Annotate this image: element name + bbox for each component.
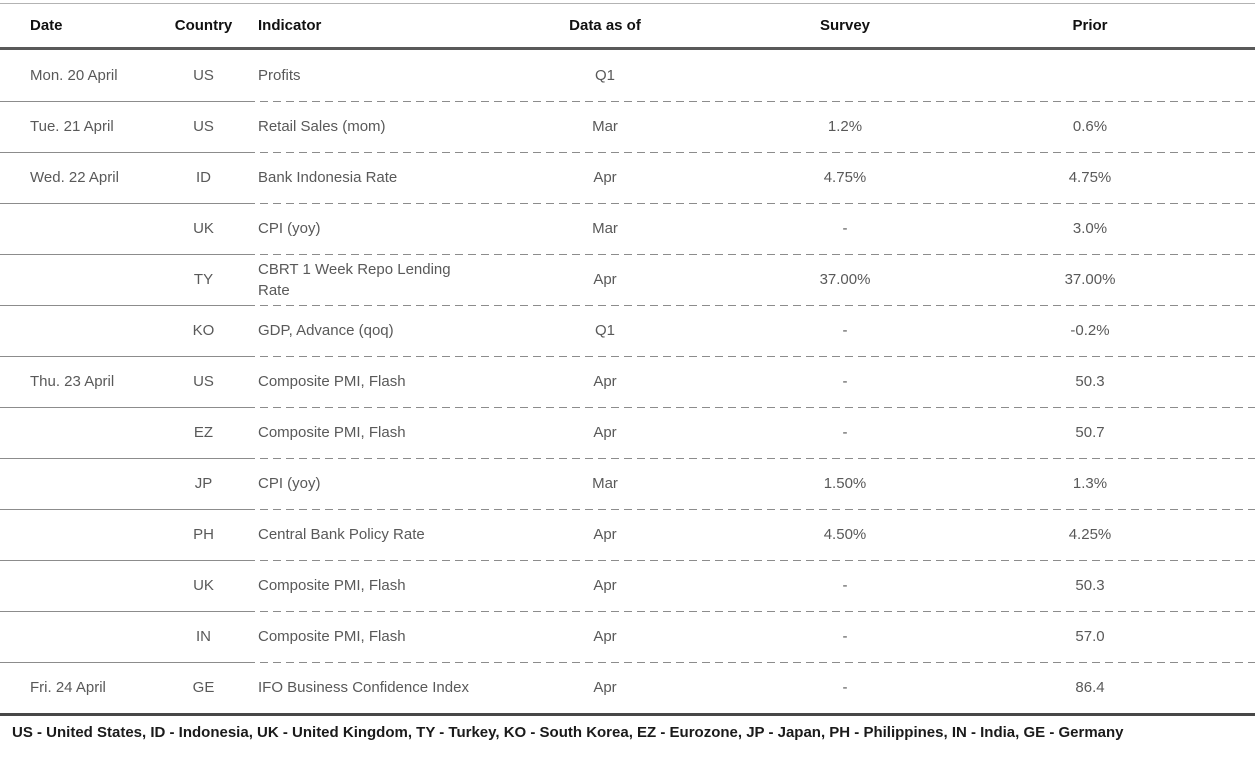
- indicator-cell: IFO Business Confidence Index: [258, 679, 469, 696]
- prior-cell: 57.0: [1075, 628, 1105, 645]
- table-row: EZ Composite PMI, Flash Apr - 50.7: [0, 407, 1255, 459]
- prior-cell: 4.25%: [1068, 526, 1112, 543]
- prior-cell: 3.0%: [1072, 220, 1108, 237]
- country-cell: US: [193, 67, 214, 84]
- data-as-of-cell: Mar: [592, 475, 618, 492]
- date-cell: Fri. 24 April: [30, 679, 106, 696]
- table-row: Tue. 21 April US Retail Sales (mom) Mar …: [0, 101, 1255, 153]
- country-cell: GE: [192, 679, 215, 696]
- column-header-data-as-of: Data as of: [569, 17, 641, 34]
- country-codes-footnote: US - United States, ID - Indonesia, UK -…: [12, 724, 1124, 741]
- column-header-survey: Survey: [819, 17, 871, 34]
- column-header-prior: Prior: [1072, 17, 1108, 34]
- data-as-of-cell: Apr: [593, 679, 617, 696]
- data-as-of-cell: Mar: [592, 220, 618, 237]
- country-cell: US: [193, 373, 214, 390]
- country-cell: ID: [196, 169, 211, 186]
- prior-cell: 4.75%: [1068, 169, 1112, 186]
- table-row: PH Central Bank Policy Rate Apr 4.50% 4.…: [0, 509, 1255, 561]
- data-as-of-cell: Apr: [593, 577, 617, 594]
- table-body: Mon. 20 April US Profits Q1 Tue. 21 Apri…: [0, 50, 1255, 713]
- country-cell: PH: [193, 526, 214, 543]
- survey-cell: 4.50%: [823, 526, 867, 543]
- table-row: IN Composite PMI, Flash Apr - 57.0: [0, 611, 1255, 663]
- survey-cell: 37.00%: [819, 271, 871, 288]
- table-row: Thu. 23 April US Composite PMI, Flash Ap…: [0, 356, 1255, 408]
- column-header-indicator: Indicator: [258, 17, 322, 34]
- indicator-cell: Composite PMI, Flash: [258, 628, 406, 645]
- prior-cell: 50.3: [1075, 373, 1105, 390]
- economic-calendar-table: Date Country Indicator Data as of Survey…: [0, 3, 1255, 743]
- data-as-of-cell: Apr: [593, 424, 617, 441]
- survey-cell: -: [842, 322, 848, 339]
- table-bottom-rule: [0, 713, 1255, 716]
- indicator-cell: CPI (yoy): [258, 475, 321, 492]
- country-cell: TY: [193, 271, 214, 288]
- table-row: Wed. 22 April ID Bank Indonesia Rate Apr…: [0, 152, 1255, 204]
- prior-cell: 1.3%: [1072, 475, 1108, 492]
- data-as-of-cell: Mar: [592, 118, 618, 135]
- prior-cell: 37.00%: [1064, 271, 1116, 288]
- country-cell: IN: [196, 628, 211, 645]
- column-header-country: Country: [174, 17, 233, 34]
- indicator-cell: Central Bank Policy Rate: [258, 526, 425, 543]
- table-row: UK Composite PMI, Flash Apr - 50.3: [0, 560, 1255, 612]
- date-cell: Mon. 20 April: [30, 67, 118, 84]
- prior-cell: -0.2%: [1070, 322, 1110, 339]
- table-header-row: Date Country Indicator Data as of Survey…: [0, 4, 1255, 50]
- data-as-of-cell: Apr: [593, 271, 617, 288]
- data-as-of-cell: Apr: [593, 169, 617, 186]
- data-as-of-cell: Q1: [594, 67, 615, 84]
- date-cell: Tue. 21 April: [30, 118, 114, 135]
- survey-cell: 4.75%: [823, 169, 867, 186]
- survey-cell: -: [842, 373, 848, 390]
- survey-cell: -: [842, 679, 848, 696]
- table-row: TY CBRT 1 Week Repo Lending Rate Apr 37.…: [0, 254, 1255, 306]
- survey-cell: -: [842, 577, 848, 594]
- table-row: KO GDP, Advance (qoq) Q1 - -0.2%: [0, 305, 1255, 357]
- indicator-cell: Profits: [258, 67, 301, 84]
- indicator-cell: Composite PMI, Flash: [258, 577, 406, 594]
- date-cell: Thu. 23 April: [30, 373, 115, 390]
- indicator-cell: Bank Indonesia Rate: [258, 169, 398, 186]
- indicator-cell: Composite PMI, Flash: [258, 373, 406, 390]
- data-as-of-cell: Q1: [594, 322, 615, 339]
- data-as-of-cell: Apr: [593, 628, 617, 645]
- indicator-cell: CBRT 1 Week Repo Lending Rate: [258, 260, 451, 299]
- date-cell: Wed. 22 April: [30, 169, 119, 186]
- table-row: UK CPI (yoy) Mar - 3.0%: [0, 203, 1255, 255]
- indicator-cell: GDP, Advance (qoq): [258, 322, 394, 339]
- survey-cell: 1.50%: [823, 475, 867, 492]
- country-cell: EZ: [193, 424, 214, 441]
- survey-cell: -: [842, 424, 848, 441]
- country-cell: UK: [193, 577, 214, 594]
- indicator-cell: CPI (yoy): [258, 220, 321, 237]
- country-cell: US: [193, 118, 214, 135]
- prior-cell: 50.3: [1075, 577, 1105, 594]
- indicator-cell: Composite PMI, Flash: [258, 424, 406, 441]
- survey-cell: -: [842, 220, 848, 237]
- data-as-of-cell: Apr: [593, 373, 617, 390]
- prior-cell: 86.4: [1075, 679, 1105, 696]
- country-cell: KO: [192, 322, 215, 339]
- prior-cell: 50.7: [1075, 424, 1105, 441]
- survey-cell: 1.2%: [827, 118, 863, 135]
- country-cell: UK: [193, 220, 214, 237]
- table-row: Fri. 24 April GE IFO Business Confidence…: [0, 662, 1255, 713]
- country-cell: JP: [194, 475, 213, 492]
- column-header-date: Date: [30, 17, 63, 34]
- indicator-cell: Retail Sales (mom): [258, 118, 386, 135]
- table-row: Mon. 20 April US Profits Q1: [0, 50, 1255, 102]
- table-row: JP CPI (yoy) Mar 1.50% 1.3%: [0, 458, 1255, 510]
- data-as-of-cell: Apr: [593, 526, 617, 543]
- survey-cell: -: [842, 628, 848, 645]
- prior-cell: 0.6%: [1072, 118, 1108, 135]
